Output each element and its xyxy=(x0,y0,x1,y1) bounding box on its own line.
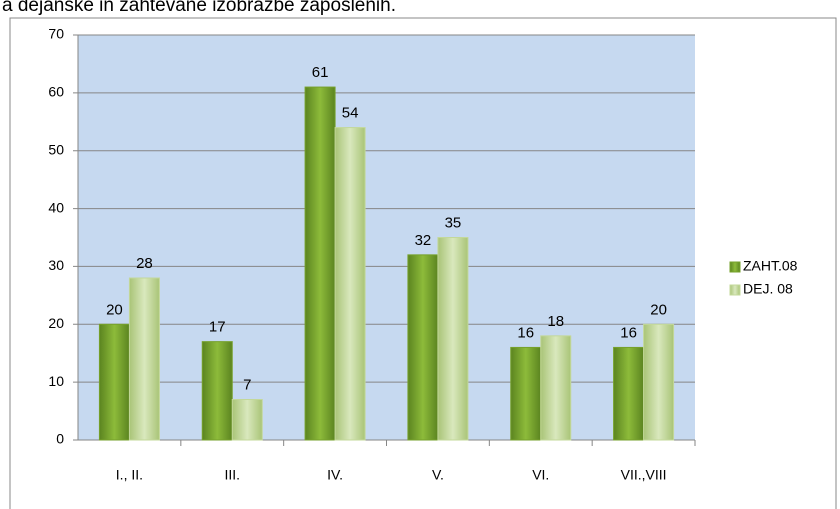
y-tick-label: 10 xyxy=(48,373,64,389)
y-tick-label: 50 xyxy=(48,141,64,157)
x-tick-label: IV. xyxy=(327,467,343,483)
bar xyxy=(510,346,542,441)
bar xyxy=(98,323,130,441)
x-tick-label: V. xyxy=(432,467,444,483)
x-tick-label: I., II. xyxy=(116,467,143,483)
y-tick-label: 40 xyxy=(48,199,64,215)
chart-title: a dejanske in zahtevane izobrazbe zaposl… xyxy=(2,0,396,16)
value-label: 61 xyxy=(312,64,329,81)
bar xyxy=(540,335,572,441)
bar xyxy=(128,277,160,441)
legend-swatch xyxy=(729,284,741,296)
value-label: 35 xyxy=(445,214,462,231)
value-label: 18 xyxy=(547,313,564,330)
bar xyxy=(437,237,469,441)
value-label: 17 xyxy=(209,319,226,336)
bar xyxy=(613,346,645,441)
value-label: 54 xyxy=(342,105,359,122)
value-label: 7 xyxy=(243,376,251,393)
bar xyxy=(304,86,336,441)
plot-area xyxy=(78,35,695,440)
y-tick-label: 60 xyxy=(48,84,64,100)
x-tick-label: III. xyxy=(224,467,240,483)
x-tick-label: VI. xyxy=(532,467,549,483)
y-tick-label: 0 xyxy=(56,431,64,447)
value-label: 28 xyxy=(136,255,153,272)
value-label: 16 xyxy=(620,324,637,341)
legend-label: ZAHT.08 xyxy=(743,258,798,274)
legend-label: DEJ. 08 xyxy=(743,281,793,297)
bar xyxy=(334,127,366,441)
value-label: 20 xyxy=(106,301,123,318)
bar xyxy=(201,341,233,441)
value-label: 20 xyxy=(650,301,667,318)
value-label: 16 xyxy=(517,324,534,341)
y-tick-label: 30 xyxy=(48,257,64,273)
x-tick-label: VII.,VIII xyxy=(621,467,667,483)
bar xyxy=(643,323,675,441)
bar xyxy=(407,254,439,441)
y-tick-label: 70 xyxy=(48,26,64,42)
bar xyxy=(231,399,263,441)
value-label: 32 xyxy=(415,232,432,249)
y-tick-label: 20 xyxy=(48,315,64,331)
legend-swatch xyxy=(729,261,741,273)
